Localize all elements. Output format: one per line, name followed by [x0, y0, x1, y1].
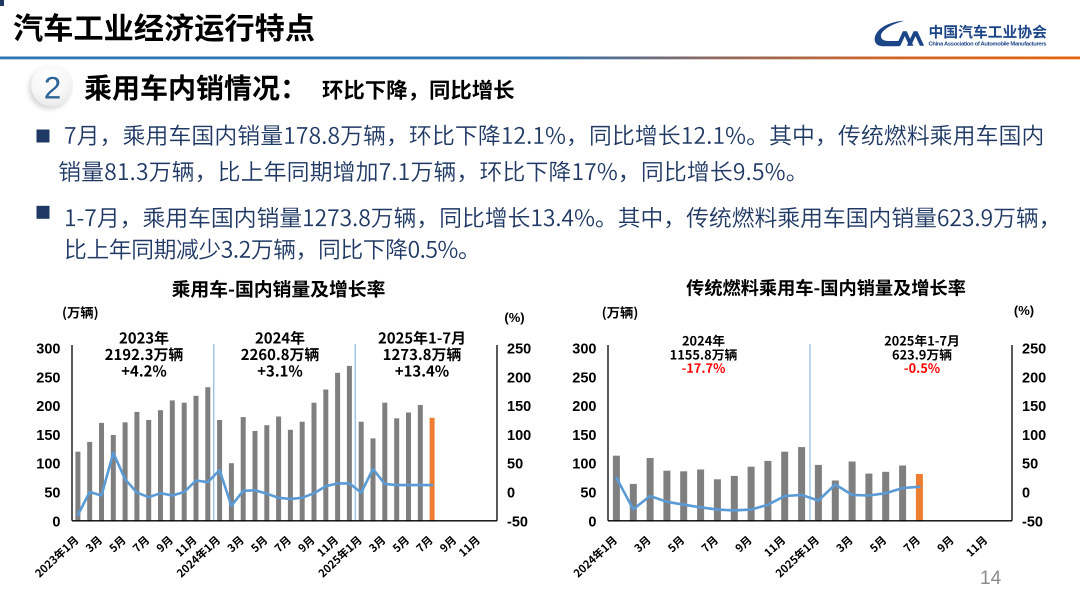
svg-text:250: 250 [572, 370, 596, 386]
svg-text:100: 100 [1022, 428, 1046, 444]
svg-text:100: 100 [572, 457, 596, 473]
svg-text:(%): (%) [1014, 303, 1034, 318]
svg-text:0: 0 [507, 486, 515, 502]
svg-text:50: 50 [507, 457, 523, 473]
svg-text:300: 300 [36, 342, 60, 358]
svg-text:0: 0 [52, 514, 60, 530]
svg-text:150: 150 [572, 428, 596, 444]
svg-text:14: 14 [980, 568, 1002, 589]
svg-text:100: 100 [36, 457, 60, 473]
svg-text:-50: -50 [1022, 514, 1043, 530]
svg-text:250: 250 [507, 342, 531, 358]
svg-text:50: 50 [580, 486, 596, 502]
svg-text:-50: -50 [507, 514, 528, 530]
svg-text:China Association of Automobil: China Association of Automobile Manufact… [929, 42, 1047, 48]
svg-text:(%): (%) [504, 310, 524, 325]
svg-text:0: 0 [588, 514, 596, 530]
svg-text:200: 200 [507, 370, 531, 386]
svg-text:300: 300 [572, 342, 596, 358]
svg-text:100: 100 [507, 428, 531, 444]
svg-text:200: 200 [572, 399, 596, 415]
svg-text:250: 250 [1022, 342, 1046, 358]
svg-text:0: 0 [1022, 486, 1030, 502]
svg-text:2: 2 [44, 70, 62, 106]
svg-text:50: 50 [1022, 457, 1038, 473]
svg-text:150: 150 [36, 428, 60, 444]
svg-text:150: 150 [1022, 399, 1046, 415]
svg-text:250: 250 [36, 370, 60, 386]
svg-text:150: 150 [507, 399, 531, 415]
svg-text:200: 200 [36, 399, 60, 415]
svg-text:200: 200 [1022, 370, 1046, 386]
svg-text:50: 50 [44, 486, 60, 502]
